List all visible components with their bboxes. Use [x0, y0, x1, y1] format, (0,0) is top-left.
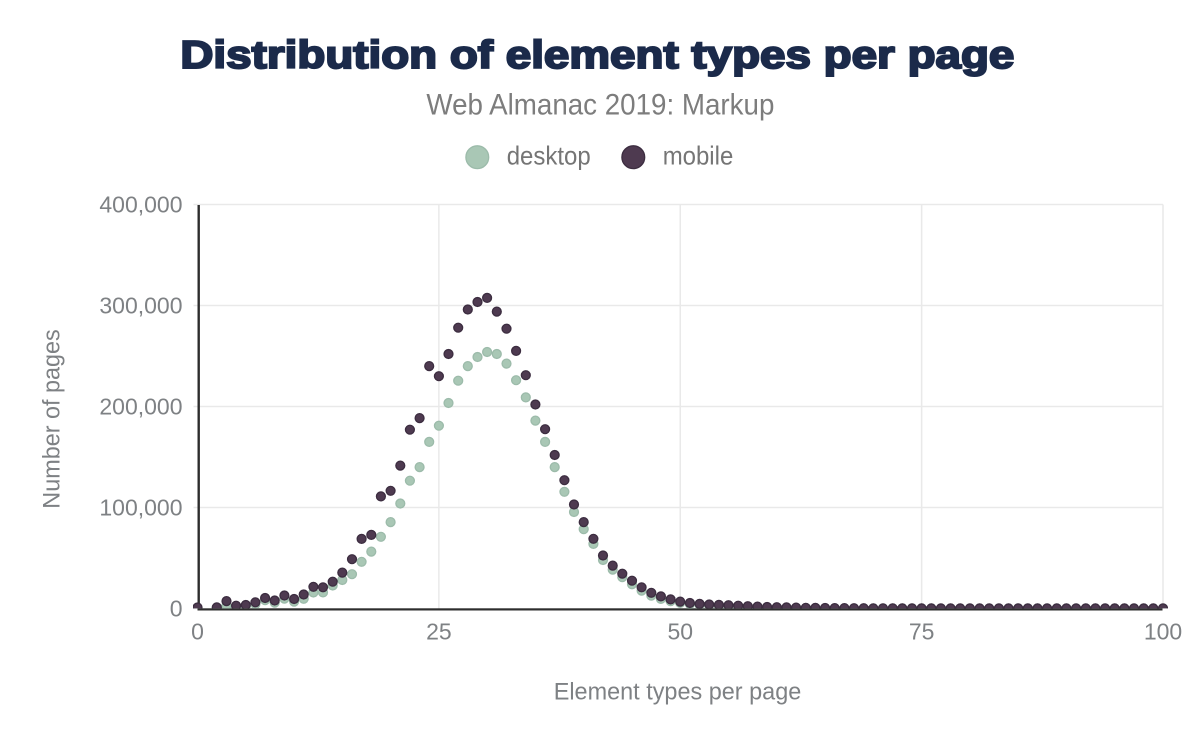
svg-text:0: 0	[170, 596, 183, 622]
svg-text:50: 50	[667, 619, 693, 645]
svg-text:Number of pages: Number of pages	[39, 329, 66, 508]
svg-text:100: 100	[1144, 619, 1182, 645]
svg-text:Distribution of element types: Distribution of element types per page	[180, 34, 1014, 77]
svg-text:75: 75	[909, 619, 935, 645]
svg-text:400,000: 400,000	[99, 192, 182, 218]
svg-text:200,000: 200,000	[99, 394, 182, 420]
svg-text:300,000: 300,000	[99, 293, 182, 319]
svg-text:desktop: desktop	[507, 140, 591, 170]
svg-text:mobile: mobile	[663, 140, 734, 170]
svg-text:0: 0	[191, 619, 204, 645]
svg-text:100,000: 100,000	[99, 495, 182, 521]
svg-text:Web Almanac 2019: Markup: Web Almanac 2019: Markup	[426, 88, 774, 121]
svg-text:Element types per page: Element types per page	[554, 678, 802, 705]
svg-text:25: 25	[426, 619, 452, 645]
